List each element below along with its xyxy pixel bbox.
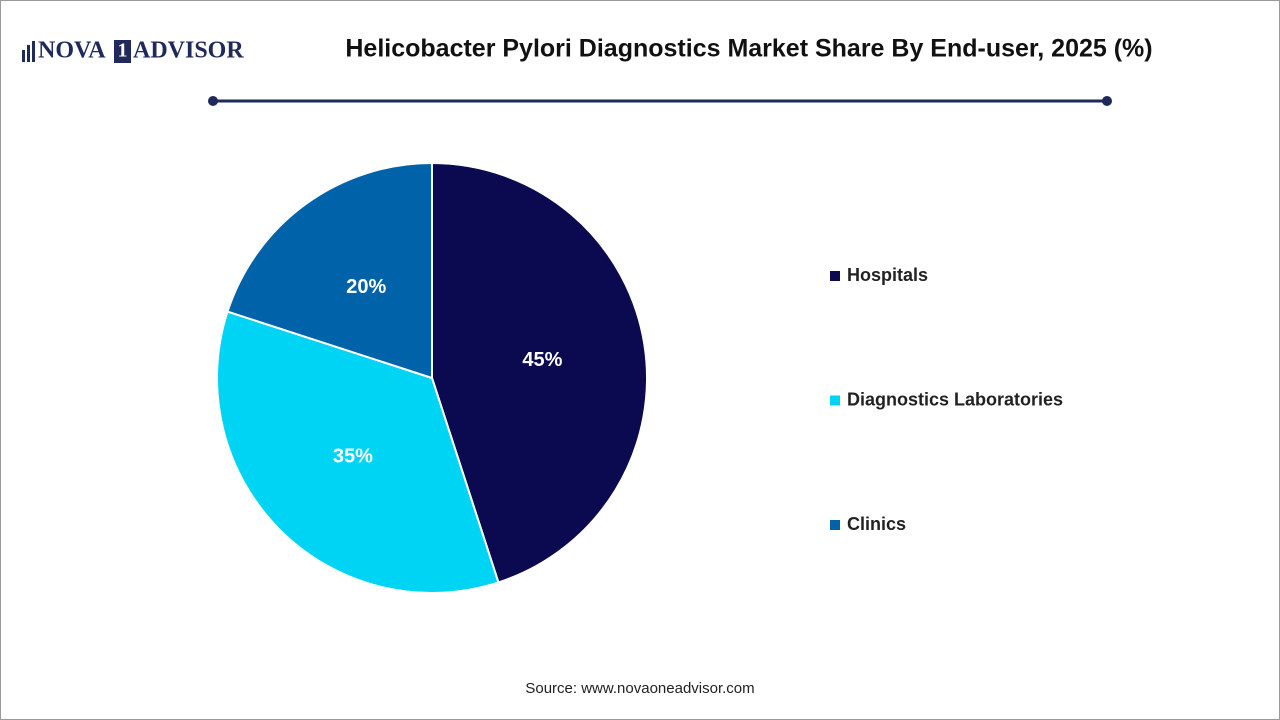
logo-text: 1 [118,40,128,62]
legend-swatch [830,395,840,406]
legend-label: Diagnostics Laboratories [847,389,1063,409]
pie-slice [226,161,433,380]
logo-bar [22,50,25,62]
rule-dot [1102,96,1112,106]
logo-box [114,40,131,63]
logo-text: ADVISOR [133,38,244,64]
data-label: 45% [522,349,562,371]
logo: NOVA 1 ADVISOR [22,38,244,64]
data-label: 35% [333,445,373,467]
source: Source: www.novaoneadvisor.com [525,680,754,697]
logo-bar [32,41,35,62]
pie-slice [431,161,648,584]
legend-swatch [830,520,840,530]
rule-dot [208,96,218,106]
legend-label: Hospitals [847,265,928,285]
chart-title: Helicobacter Pylori Diagnostics Market S… [345,35,1152,63]
logo-bar [27,45,30,62]
data-label: 20% [346,276,386,298]
legend-swatch [830,271,840,281]
pie-slice [216,310,500,594]
logo-text: NOVA [38,38,106,64]
legend-label: Clinics [847,514,906,534]
